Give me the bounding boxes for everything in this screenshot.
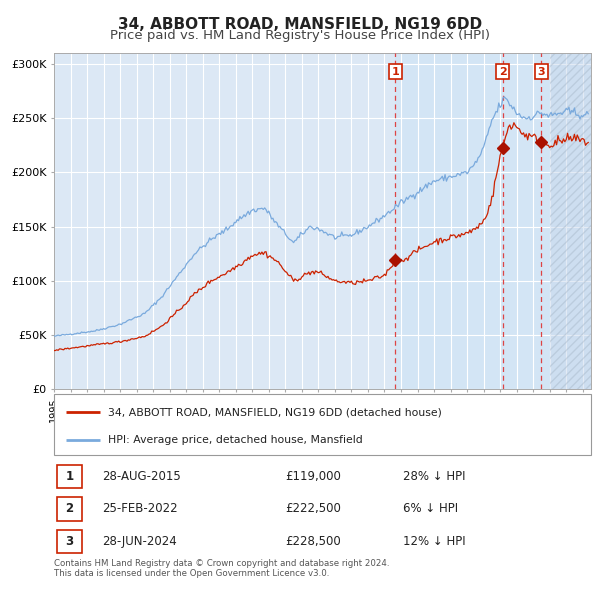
Bar bbox=[56, 497, 82, 520]
Text: Contains HM Land Registry data © Crown copyright and database right 2024.
This d: Contains HM Land Registry data © Crown c… bbox=[54, 559, 389, 578]
Text: 3: 3 bbox=[65, 535, 74, 548]
Bar bbox=[56, 465, 82, 488]
Text: 28-AUG-2015: 28-AUG-2015 bbox=[103, 470, 181, 483]
Text: 2: 2 bbox=[65, 502, 74, 516]
Text: 25-FEB-2022: 25-FEB-2022 bbox=[103, 502, 178, 516]
Text: 12% ↓ HPI: 12% ↓ HPI bbox=[403, 535, 466, 548]
Text: 28% ↓ HPI: 28% ↓ HPI bbox=[403, 470, 466, 483]
Text: 6% ↓ HPI: 6% ↓ HPI bbox=[403, 502, 458, 516]
Text: 2: 2 bbox=[499, 67, 506, 77]
Text: £119,000: £119,000 bbox=[285, 470, 341, 483]
Text: 34, ABBOTT ROAD, MANSFIELD, NG19 6DD (detached house): 34, ABBOTT ROAD, MANSFIELD, NG19 6DD (de… bbox=[108, 407, 442, 417]
Bar bbox=[550, 53, 591, 389]
Text: 28-JUN-2024: 28-JUN-2024 bbox=[103, 535, 177, 548]
Bar bbox=[395, 53, 591, 389]
Text: £228,500: £228,500 bbox=[285, 535, 341, 548]
Bar bbox=[56, 530, 82, 553]
Text: 1: 1 bbox=[65, 470, 74, 483]
Text: 1: 1 bbox=[391, 67, 399, 77]
Text: HPI: Average price, detached house, Mansfield: HPI: Average price, detached house, Mans… bbox=[108, 435, 362, 445]
Text: £222,500: £222,500 bbox=[285, 502, 341, 516]
Text: Price paid vs. HM Land Registry's House Price Index (HPI): Price paid vs. HM Land Registry's House … bbox=[110, 30, 490, 42]
Text: 3: 3 bbox=[538, 67, 545, 77]
Text: 34, ABBOTT ROAD, MANSFIELD, NG19 6DD: 34, ABBOTT ROAD, MANSFIELD, NG19 6DD bbox=[118, 17, 482, 31]
